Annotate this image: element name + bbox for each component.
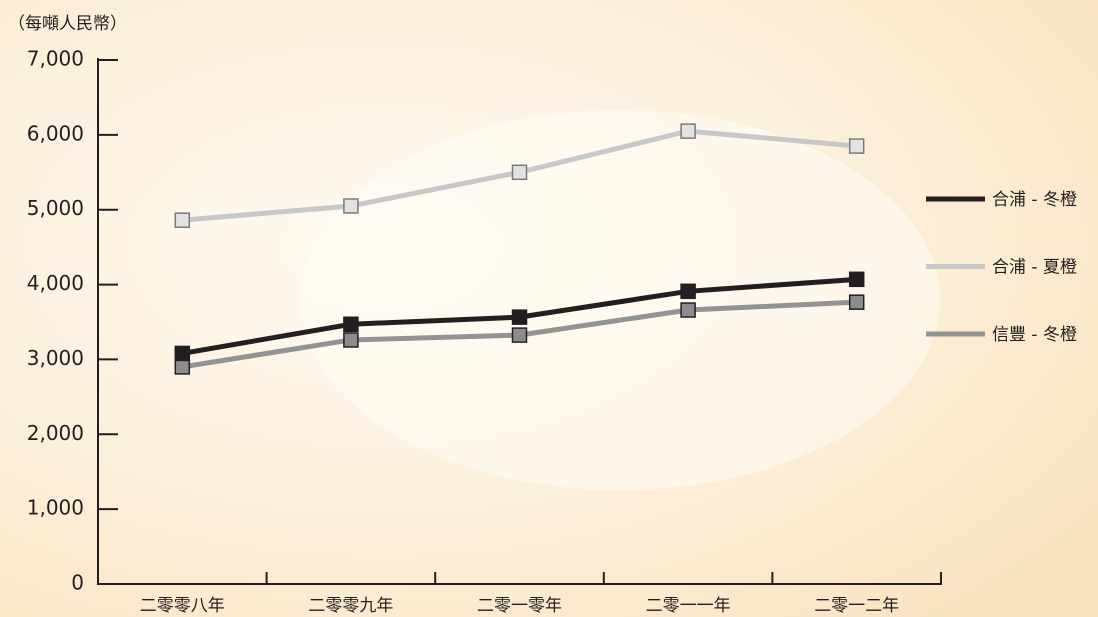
- data-point: [343, 332, 359, 348]
- data-point: [680, 123, 696, 139]
- legend-label: 信豐 - 冬橙: [992, 325, 1077, 345]
- data-point: [174, 359, 191, 375]
- x-tick-label: 二零一一年: [646, 596, 731, 616]
- y-tick-label: 5,000: [27, 196, 84, 220]
- x-tick-label: 二零一二年: [814, 596, 899, 616]
- data-point: [174, 345, 191, 362]
- x-tick-label: 二零一零年: [477, 596, 562, 616]
- data-point: [848, 138, 865, 154]
- y-tick-label: 4,000: [27, 271, 84, 295]
- y-tick-label: 7,000: [27, 47, 84, 71]
- y-tick-label: 3,000: [27, 346, 84, 370]
- y-tick-label: 1,000: [27, 496, 84, 520]
- y-tick-label: 2,000: [27, 421, 84, 445]
- data-point: [343, 198, 359, 214]
- data-point: [511, 309, 528, 325]
- data-point: [848, 294, 865, 310]
- legend-label: 合浦 - 夏橙: [992, 258, 1077, 278]
- y-axis-unit: （每噸人民幣）: [8, 14, 127, 34]
- data-point: [511, 327, 528, 343]
- x-tick-label: 二零零八年: [140, 596, 225, 616]
- data-point: [343, 316, 359, 332]
- data-point: [511, 164, 528, 181]
- data-point: [680, 302, 696, 318]
- x-tick-label: 二零零九年: [308, 596, 393, 616]
- y-tick-label: 0: [71, 571, 84, 595]
- data-point: [174, 212, 191, 228]
- y-tick-label: 6,000: [27, 121, 84, 145]
- legend-label: 合浦 - 冬橙: [992, 190, 1077, 210]
- data-point: [848, 271, 865, 288]
- data-point: [680, 283, 696, 300]
